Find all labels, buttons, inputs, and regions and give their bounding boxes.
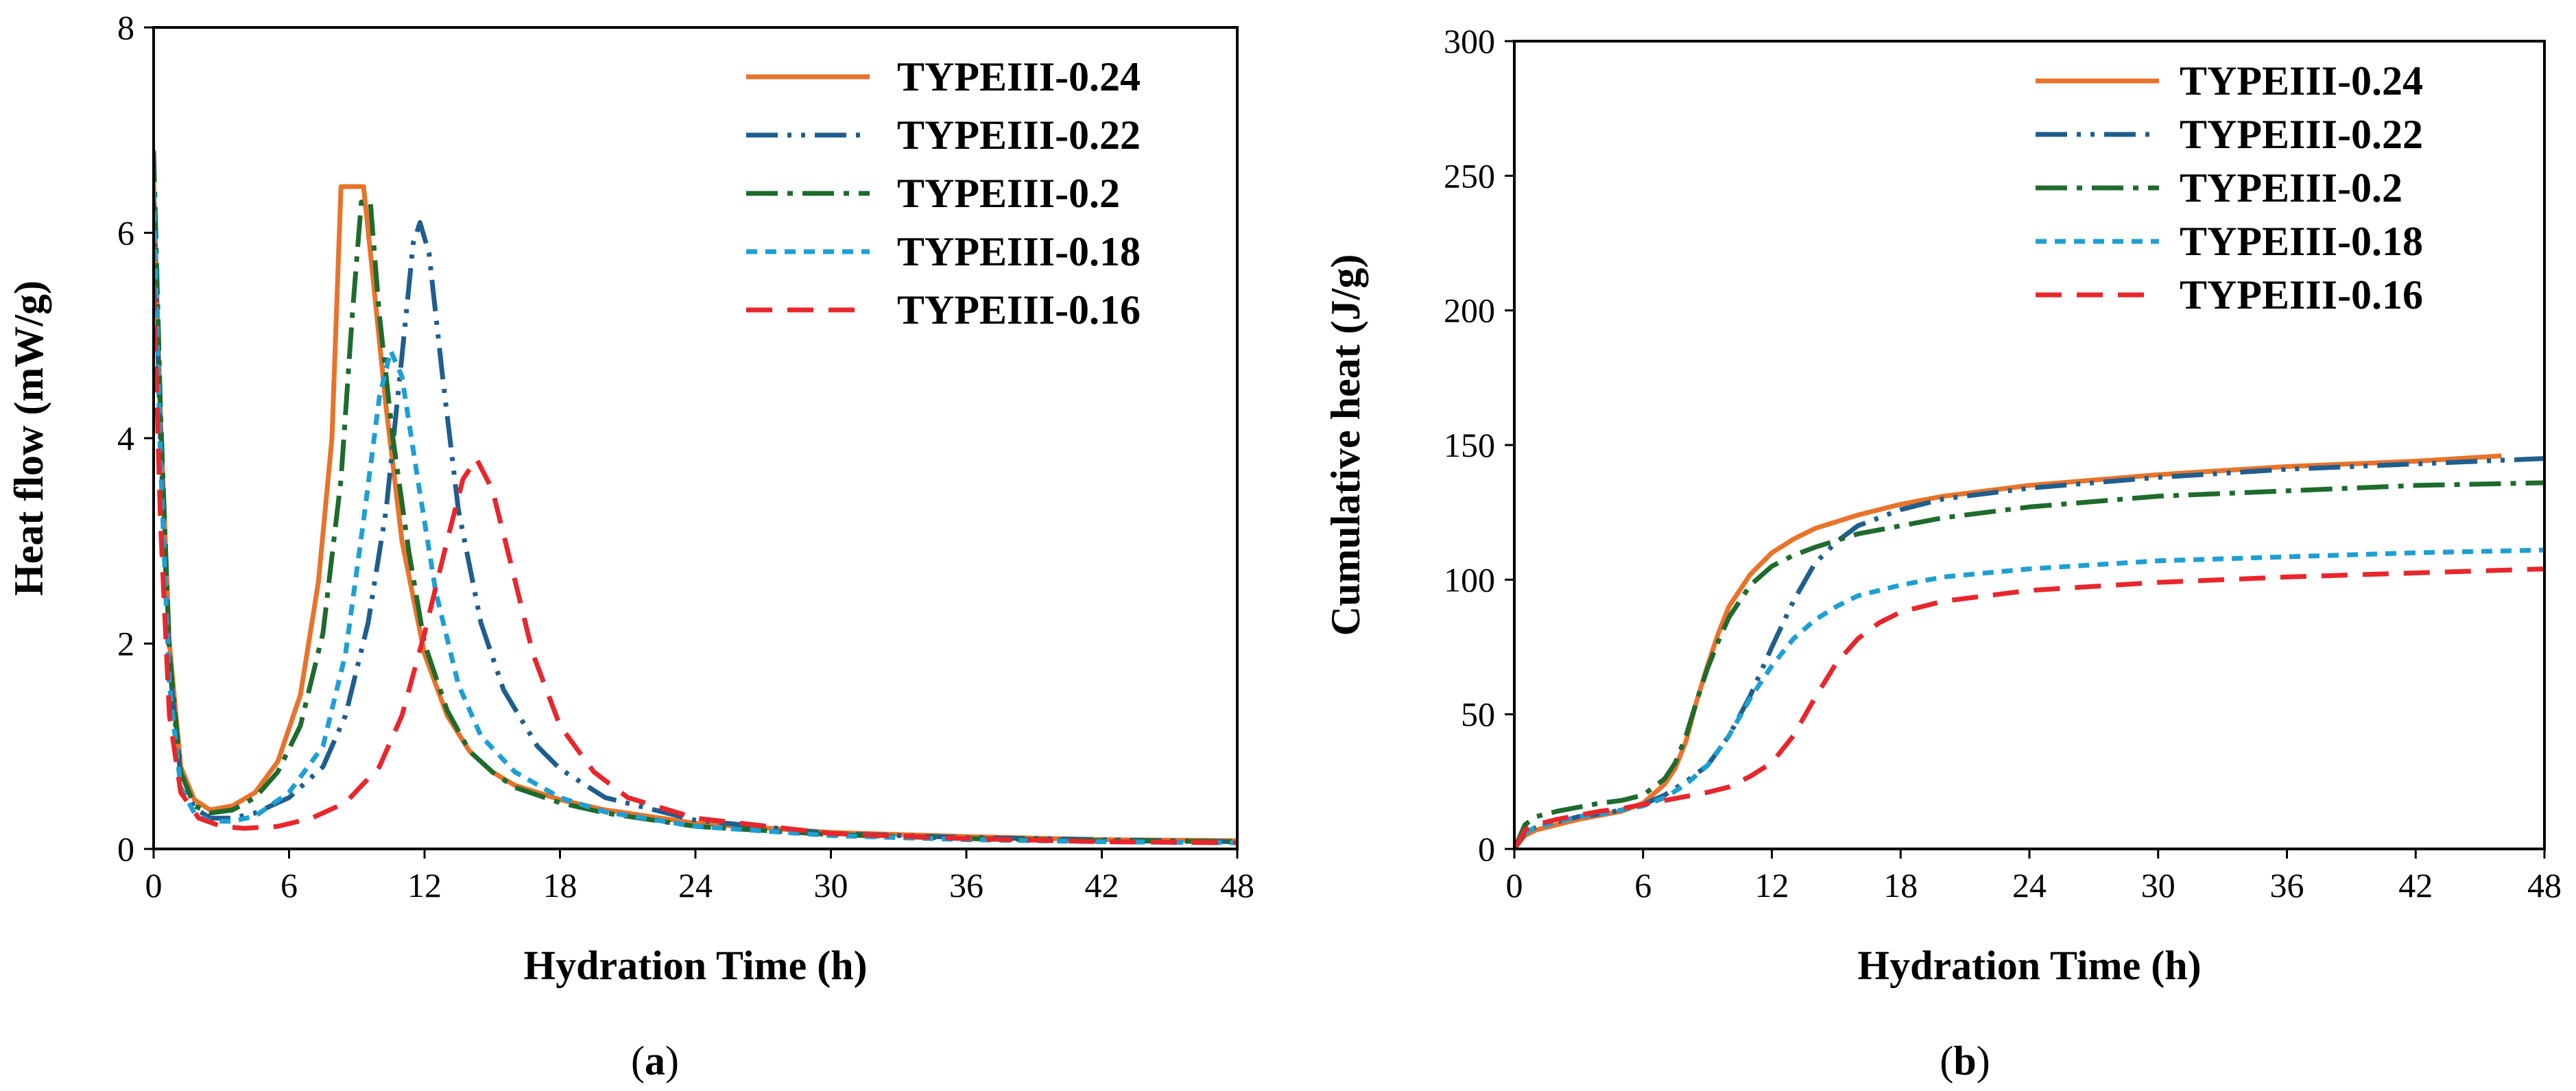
x-tick-label: 0 — [1506, 866, 1523, 904]
y-tick-label: 50 — [1461, 695, 1495, 734]
y-tick-label: 300 — [1444, 22, 1495, 60]
legend: TYPEIII-0.24 TYPEIII-0.22 TYPEIII-0.2 TYPEI… — [2036, 58, 2423, 317]
x-axis-title: Hydration Time (h) — [1857, 943, 2201, 988]
y-tick-label: 200 — [1444, 291, 1495, 330]
x-tick-label: 36 — [2270, 866, 2304, 904]
x-tick-label: 48 — [2527, 866, 2562, 904]
series-line-typeiii-0-2 — [1514, 480, 2544, 849]
series-group — [154, 150, 1237, 846]
y-tick-label: 250 — [1444, 156, 1495, 195]
legend-label: TYPEIII-0.18 — [2180, 219, 2423, 264]
x-tick-label: 42 — [1085, 866, 1119, 904]
legend-label: TYPEIII-0.16 — [897, 287, 1141, 333]
x-tick-label: 12 — [407, 866, 442, 904]
x-tick-label: 12 — [1755, 866, 1789, 904]
legend-label: TYPEIII-0.24 — [2180, 58, 2423, 104]
x-axis-title: Hydration Time (h) — [523, 943, 867, 988]
y-tick-label: 6 — [117, 214, 134, 252]
legend-label: TYPEIII-0.24 — [897, 54, 1141, 99]
y-tick-label: 100 — [1444, 560, 1495, 599]
legend-label: TYPEIII-0.2 — [2180, 165, 2402, 211]
legend-label: TYPEIII-0.22 — [897, 112, 1141, 158]
series-line-typeiii-0-18 — [1514, 547, 2544, 849]
y-tick-label: 4 — [117, 419, 134, 457]
y-tick-label: 0 — [117, 830, 134, 868]
legend-label: TYPEIII-0.2 — [897, 171, 1120, 216]
legend-label: TYPEIII-0.22 — [2180, 112, 2423, 157]
series-group — [1514, 453, 2544, 849]
x-tick-label: 18 — [1883, 866, 1918, 904]
series-line-typeiii-0-18 — [154, 191, 1237, 846]
series-line-typeiii-0-22 — [154, 202, 1237, 844]
x-tick-label: 6 — [281, 866, 298, 904]
x-tick-label: 42 — [2398, 866, 2433, 904]
x-tick-label: 24 — [678, 866, 713, 904]
series-line-typeiii-0-22 — [1514, 456, 2544, 849]
y-axis-title: Cumulative heat (J/g) — [1323, 254, 1368, 636]
y-axis-title: Heat flow (mW/g) — [6, 280, 51, 596]
series-line-typeiii-0-16 — [1514, 566, 2544, 849]
x-tick-label: 0 — [145, 866, 163, 904]
x-tick-label: 24 — [2012, 866, 2047, 904]
x-tick-label: 30 — [2141, 866, 2175, 904]
series-line-typeiii-0-24 — [154, 181, 1237, 843]
legend: TYPEIII-0.24 TYPEIII-0.22 TYPEIII-0.2 TYPEI… — [746, 54, 1141, 333]
y-tick-label: 2 — [117, 625, 134, 663]
y-tick-label: 8 — [117, 8, 134, 47]
panel-label: (a) — [631, 1038, 679, 1083]
x-tick-label: 30 — [814, 866, 848, 904]
legend-label: TYPEIII-0.16 — [2180, 272, 2423, 317]
y-tick-label: 0 — [1478, 830, 1495, 868]
x-tick-label: 36 — [949, 866, 983, 904]
x-tick-label: 6 — [1634, 866, 1651, 904]
legend-label: TYPEIII-0.18 — [897, 229, 1141, 274]
panel-label: (b) — [1940, 1038, 1990, 1083]
y-tick-label: 150 — [1444, 426, 1495, 464]
series-line-typeiii-0-16 — [154, 284, 1237, 846]
chart-panel-b: 0 6 12 18 24 30 36 42 48 0 50 100 150 200 250 300 Hydrat… — [1323, 22, 2562, 1083]
x-tick-label: 48 — [1220, 866, 1254, 904]
x-tick-label: 18 — [543, 866, 577, 904]
